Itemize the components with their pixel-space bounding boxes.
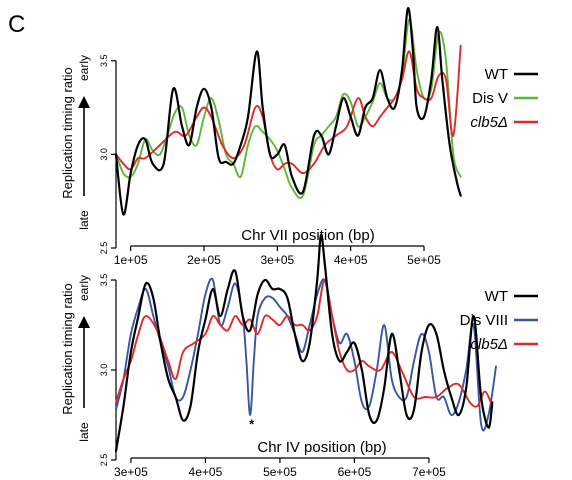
y-axis-arrow-head bbox=[78, 316, 90, 328]
x-tick-label: 4e+05 bbox=[189, 465, 223, 479]
y-axis-title: Replication timing ratio bbox=[60, 67, 75, 199]
y-tick-label: 3.5 bbox=[99, 54, 109, 67]
x-axis-title-chr-vii: Chr VII position (bp) bbox=[241, 227, 374, 244]
chart-chr-iv: 2.5 3.0 3.5 3e+05 4e+05 5e+05 6e+05 7e+05 Chr IV… bbox=[60, 233, 538, 479]
x-axis-title-chr-iv: Chr IV position (bp) bbox=[257, 439, 386, 456]
x-tick-label: 5e+05 bbox=[407, 253, 441, 267]
y-axis-early-label: early bbox=[77, 275, 91, 301]
x-tick-label: 3e+05 bbox=[260, 253, 294, 267]
y-tick-label: 2.5 bbox=[99, 454, 109, 467]
y-axis-title: Replication timing ratio bbox=[60, 283, 75, 415]
x-tick-label: 1e+05 bbox=[114, 253, 148, 267]
y-axis-arrow-head bbox=[78, 96, 90, 108]
series-line-clb5 bbox=[115, 279, 494, 408]
y-tick-label: 3.5 bbox=[99, 274, 109, 287]
chart-chr-vii: 2.5 3.0 3.5 1e+05 2e+05 3e+05 4e+05 5e+05 Chr VI… bbox=[60, 7, 538, 267]
panel-label: C bbox=[8, 11, 25, 38]
y-tick-label: 3.0 bbox=[99, 148, 109, 161]
series-line-dis_viii bbox=[115, 277, 497, 432]
series-line-clb5 bbox=[115, 44, 462, 175]
series-line-wt bbox=[114, 7, 462, 216]
legend-label: clb5Δ bbox=[470, 336, 508, 353]
x-tick-label: 2e+05 bbox=[187, 253, 221, 267]
y-axis-late-label: late bbox=[77, 210, 91, 230]
legend-label: Dis V bbox=[472, 90, 508, 107]
legend-label: Dis VIII bbox=[460, 312, 508, 329]
x-tick-label: 5e+05 bbox=[263, 465, 297, 479]
x-tick-label: 7e+05 bbox=[412, 465, 446, 479]
legend-label: WT bbox=[485, 66, 508, 83]
y-tick-label: 3.0 bbox=[99, 364, 109, 377]
x-tick-label: 4e+05 bbox=[334, 253, 368, 267]
y-axis-early-label: early bbox=[77, 55, 91, 81]
y-axis-late-label: late bbox=[77, 422, 91, 442]
series-line-wt bbox=[114, 233, 494, 453]
legend-label: clb5Δ bbox=[470, 114, 508, 131]
y-tick-label: 2.5 bbox=[99, 242, 109, 255]
annotation-asterisk: * bbox=[249, 416, 255, 431]
legend-label: WT bbox=[485, 288, 508, 305]
x-tick-label: 3e+05 bbox=[114, 465, 148, 479]
x-tick-label: 6e+05 bbox=[338, 465, 372, 479]
series-line-dis_v bbox=[115, 18, 462, 199]
